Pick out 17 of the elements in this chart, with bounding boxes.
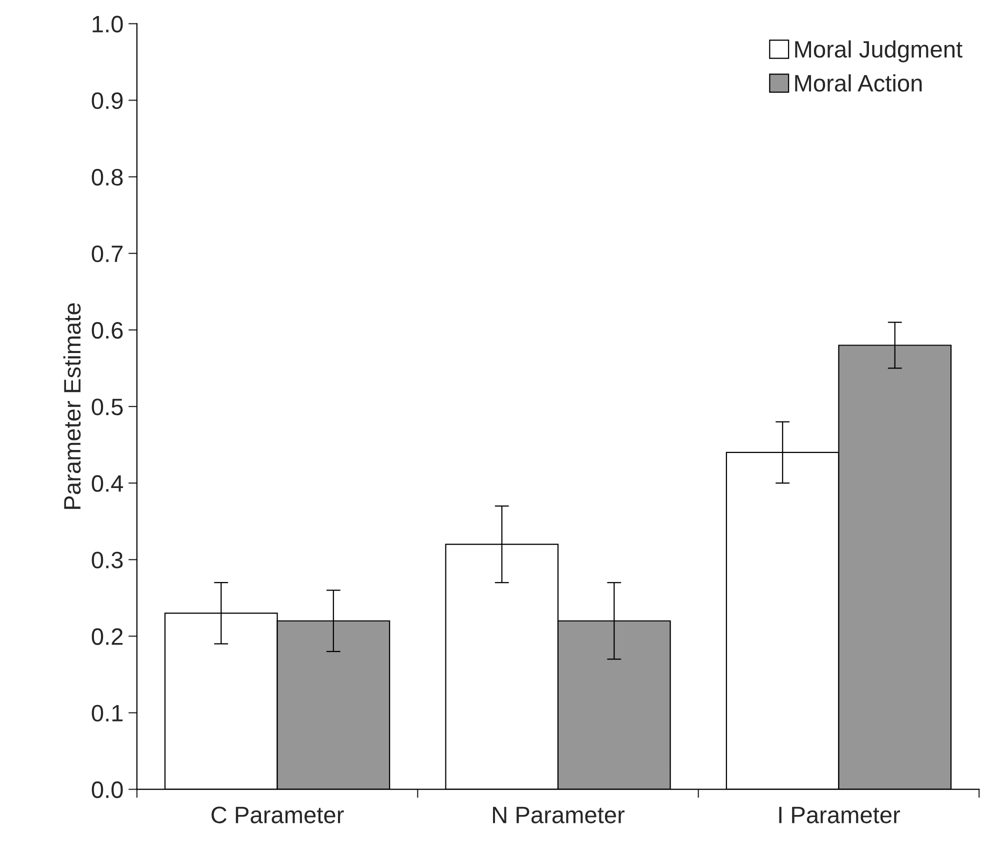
x-tick-label: C Parameter (212, 806, 344, 824)
y-tick-label: 0.7 (92, 245, 123, 262)
y-tick-label: 0.9 (92, 92, 123, 110)
y-tick-label: 0.4 (92, 475, 124, 492)
x-tick-label: I Parameter (779, 806, 900, 824)
y-axis-title: Parameter Estimate (63, 303, 81, 509)
y-tick-label: 0.1 (92, 704, 123, 722)
legend-label: Moral Judgment (795, 40, 962, 62)
y-tick-label: 0.5 (92, 398, 123, 416)
legend-label: Moral Action (795, 74, 922, 92)
y-tick-label: 0.0 (92, 781, 123, 798)
y-tick-label: 0.8 (92, 168, 123, 186)
y-tick-label: 0.3 (92, 552, 123, 568)
y-tick-label: 0.6 (92, 322, 123, 339)
x-tick-label: N Parameter (493, 806, 625, 824)
y-tick-label: 1.0 (92, 16, 123, 32)
y-tick-label: 0.2 (92, 628, 123, 645)
